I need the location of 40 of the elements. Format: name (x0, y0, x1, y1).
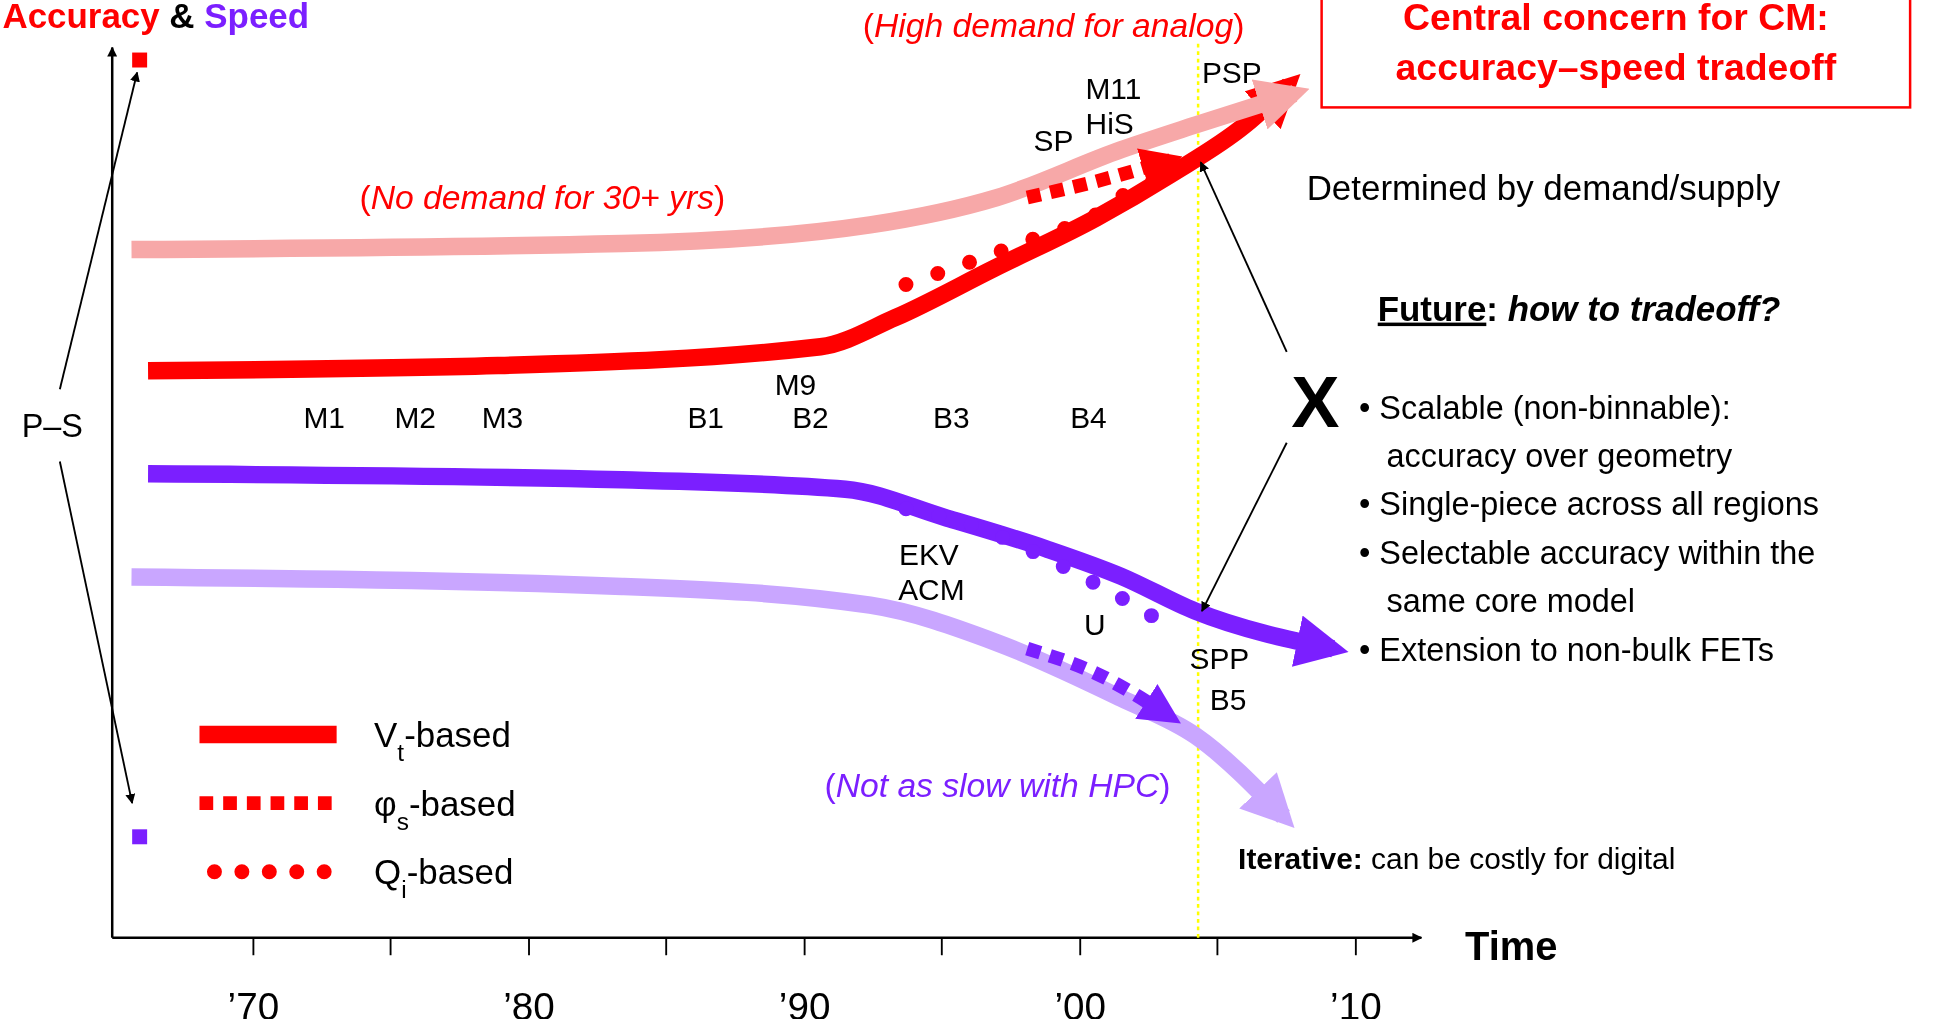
y-axis-title: Accuracy & Speed (2, 0, 310, 35)
annotation: Future: how to tradeoff? (1377, 288, 1781, 328)
annotation: Determined by demand/supply (1306, 167, 1781, 207)
annotation: M11 (1085, 72, 1142, 106)
annotation: B1 (687, 401, 724, 435)
x-tick-label: ’80 (503, 985, 555, 1019)
legend-label: Q$_{i}$-based (374, 852, 514, 903)
annotation: X (1291, 361, 1340, 442)
annotation: • Scalable (non-binnable): accuracy over geometry (1359, 390, 1734, 475)
annotation: SP (1033, 124, 1074, 158)
annotation: (Not as slow with HPC) (824, 767, 1171, 805)
legend-label: V$_{t}$-based (374, 715, 511, 766)
annotation: M3 (481, 401, 524, 435)
legend-label: φ$_{s}$-based (374, 783, 516, 835)
annotation: B2 (792, 401, 829, 435)
annotation: HiS (1085, 107, 1134, 141)
annotation: EKV (898, 538, 959, 572)
annotation: M2 (394, 401, 436, 435)
annotation: U (1083, 608, 1106, 642)
annotation: B5 (1209, 683, 1247, 717)
x-tick-label: ’00 (1054, 985, 1107, 1019)
annotation: Central concern for CM: accuracy–speed tradeoff (1395, 0, 1837, 88)
annotation: Iterative: can be costly for digital (1238, 842, 1676, 876)
x-tick-label: ’90 (778, 985, 831, 1019)
annotation: B3 (933, 401, 970, 435)
annotation: • Single-piece across all regions (1359, 486, 1819, 523)
annotation: PSP (1201, 55, 1262, 89)
annotation: B4 (1070, 401, 1107, 435)
annotation: • Selectable accuracy within the same core model (1359, 534, 1816, 619)
text: (High demand for analog) (862, 6, 1245, 44)
text: P–S (21, 407, 83, 444)
annotation: M1 (303, 401, 345, 435)
annotation: ACM (898, 573, 965, 607)
annotation: • Extension to non-bulk FETs (1359, 631, 1774, 668)
x-tick-label: ’70 (227, 985, 280, 1019)
x-tick-label: ’10 (1330, 985, 1382, 1019)
annotation: (No demand for 30+ yrs) (359, 178, 726, 216)
annotation: M9 (774, 367, 817, 401)
annotation: SPP (1189, 641, 1250, 675)
x-axis-title: Time (1465, 924, 1558, 969)
